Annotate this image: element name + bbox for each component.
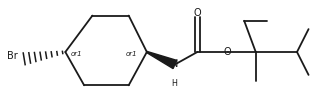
Text: or1: or1 <box>125 51 137 57</box>
Polygon shape <box>147 51 177 69</box>
Text: H: H <box>171 79 177 88</box>
Text: N: N <box>171 59 178 69</box>
Text: Br: Br <box>7 51 18 61</box>
Text: O: O <box>224 47 232 57</box>
Text: O: O <box>193 8 201 18</box>
Text: or1: or1 <box>71 51 82 57</box>
